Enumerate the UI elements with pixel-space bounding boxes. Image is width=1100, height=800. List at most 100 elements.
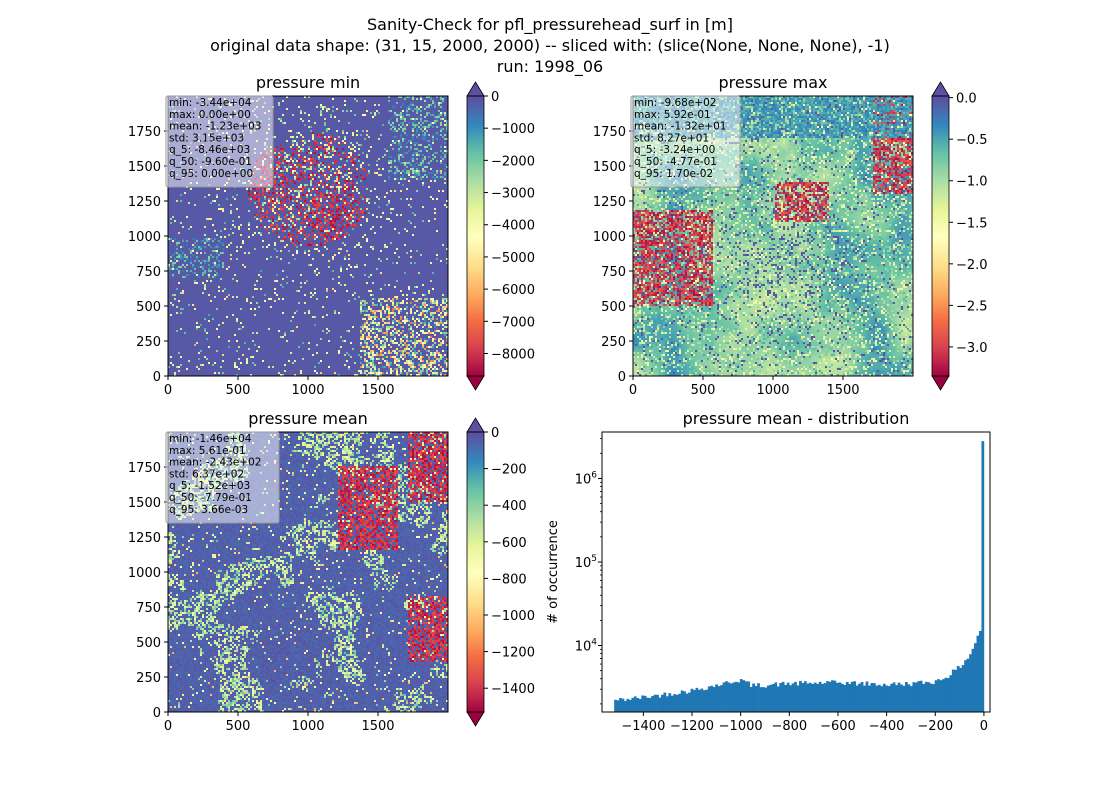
colorbar-segment <box>467 149 484 153</box>
colorbar-segment <box>467 642 484 645</box>
colorbar-tick-label: −1200 <box>491 646 535 661</box>
colorbar-tick-label: −3.0 <box>956 341 988 356</box>
histogram-bar <box>619 698 622 712</box>
panel-title: pressure mean <box>248 409 368 428</box>
colorbar-segment <box>467 492 484 496</box>
y-tick-label: 1250 <box>593 195 626 210</box>
stats-line: min: -3.44e+04 <box>169 97 252 109</box>
y-tick-label: 0 <box>153 370 161 385</box>
colorbar-segment <box>467 315 484 319</box>
colorbar-segment <box>467 530 484 533</box>
histogram-bar <box>742 680 746 712</box>
colorbar-segment <box>932 182 949 186</box>
colorbar-segment <box>467 513 484 517</box>
histogram-bar <box>624 700 627 712</box>
colorbar-tick-label: 0 <box>491 426 499 441</box>
colorbar-segment <box>932 306 949 309</box>
colorbar-tick-label: −1.5 <box>956 216 988 231</box>
colorbar-segment <box>467 460 484 463</box>
colorbar-segment <box>932 357 949 361</box>
colorbar-segment <box>467 364 484 368</box>
histogram-bar <box>621 698 625 712</box>
y-tick-label: 106 <box>575 470 598 487</box>
colorbar-segment <box>467 630 484 634</box>
histogram-bar <box>641 695 645 712</box>
histogram-bar <box>754 685 758 712</box>
x-tick-label: −200 <box>917 719 953 734</box>
y-tick-label: 1000 <box>593 230 626 245</box>
colorbar-segment <box>467 495 484 498</box>
histogram-bar <box>774 682 778 712</box>
colorbar-segment <box>467 191 484 195</box>
histogram-bar <box>730 683 733 712</box>
colorbar-segment <box>467 471 484 475</box>
colorbar-segment <box>467 273 484 277</box>
histogram-bar <box>710 685 714 712</box>
colorbar-segment <box>467 511 484 515</box>
histogram-bar <box>848 684 852 712</box>
colorbar-segment <box>467 212 484 216</box>
colorbar-segment <box>467 163 484 167</box>
stats-line: std: 6.37e+02 <box>169 468 244 480</box>
colorbar-segment <box>467 327 484 330</box>
colorbar-segment <box>932 175 949 179</box>
histogram-bar <box>660 694 664 712</box>
colorbar-segment <box>932 117 949 120</box>
colorbar-segment <box>932 114 949 118</box>
colorbar-segment <box>467 455 484 459</box>
colorbar-segment <box>932 159 949 162</box>
colorbar-segment <box>467 121 484 125</box>
colorbar-segment <box>467 453 484 456</box>
x-tick-label: 0 <box>980 719 988 734</box>
y-tick-label: 1750 <box>128 125 161 140</box>
colorbar-segment <box>932 163 949 167</box>
histogram-bar <box>636 698 640 712</box>
colorbar-segment <box>932 224 949 228</box>
colorbar-segment <box>932 299 949 302</box>
colorbar-extend-min <box>466 711 485 727</box>
colorbar-segment <box>932 324 949 328</box>
histogram-bar <box>816 683 820 712</box>
colorbar-tick-label: −600 <box>491 536 527 551</box>
colorbar-segment <box>932 210 949 214</box>
colorbar-segment <box>467 170 484 174</box>
colorbar-segment <box>932 133 949 137</box>
colorbar-segment <box>932 352 949 356</box>
histogram-bar <box>868 685 871 712</box>
colorbar-segment <box>932 289 949 293</box>
colorbar-segment <box>467 597 484 601</box>
colorbar-segment <box>932 327 949 330</box>
colorbar-segment <box>932 252 949 256</box>
colorbar-segment <box>932 245 949 249</box>
colorbar-segment <box>467 126 484 130</box>
histogram-bar <box>956 665 960 712</box>
colorbar-segment <box>467 194 484 197</box>
colorbar-segment <box>932 261 949 265</box>
stats-line: q_5: -8.46e+03 <box>169 144 250 156</box>
panel-title: pressure mean - distribution <box>683 409 910 428</box>
colorbar-segment <box>467 205 484 209</box>
colorbar-segment <box>932 329 949 333</box>
colorbar-segment <box>467 317 484 321</box>
colorbar-segment <box>467 637 484 641</box>
colorbar-segment <box>467 161 484 165</box>
colorbar-segment <box>467 231 484 235</box>
colorbar-segment <box>932 149 949 153</box>
colorbar-segment <box>467 448 484 452</box>
histogram-bar <box>781 681 785 712</box>
colorbar-segment <box>932 180 949 183</box>
colorbar: 0 −1000 −2000 −3000 −4000 −5000 −6000 −7000 −800… <box>466 81 535 391</box>
colorbar-segment <box>467 156 484 160</box>
colorbar-segment <box>467 105 484 109</box>
colorbar-segment <box>467 663 484 666</box>
colorbar-segment <box>467 196 484 200</box>
colorbar-segment <box>467 639 484 643</box>
stats-box <box>630 95 741 188</box>
colorbar-segment <box>932 98 949 102</box>
colorbar-segment <box>467 651 484 655</box>
histogram-bar <box>954 669 958 712</box>
histogram-bar <box>678 693 682 712</box>
histogram-bar <box>966 658 970 712</box>
colorbar-segment <box>932 205 949 209</box>
stats-line: q_95: 0.00e+00 <box>169 168 253 180</box>
